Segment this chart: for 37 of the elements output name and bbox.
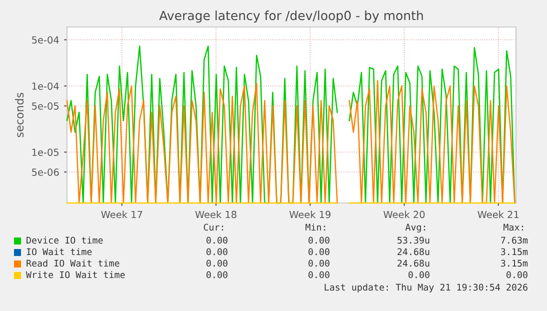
- text: 0.00: [308, 248, 330, 256]
- legend-label: Read IO Wait time: [26, 260, 120, 267]
- y-tick-label: 1e-04: [32, 82, 59, 90]
- chart-title: Average latency for /dev/loop0 - by month: [159, 10, 423, 23]
- text: 0.00: [506, 271, 528, 278]
- text: 24.68u: [398, 248, 430, 256]
- x-tick-label: Week 20: [384, 210, 425, 218]
- text: 0.00: [408, 271, 430, 278]
- x-tick-label: Week 18: [195, 210, 236, 218]
- text: 0.00: [308, 260, 330, 267]
- x-tick-label: Week 17: [101, 210, 142, 218]
- y-axis-title: seconds: [15, 92, 24, 138]
- text: Last update: Thu May 21 19:30:54 2026: [324, 284, 528, 292]
- text: 7.63m: [501, 236, 528, 244]
- text: 0.00: [206, 248, 228, 256]
- text: 0.00: [308, 236, 330, 244]
- y-tick-label: 5e-06: [32, 168, 59, 176]
- text: 0.00: [206, 271, 228, 278]
- x-tick-label: Week 21: [478, 210, 519, 218]
- y-tick-label: 1e-05: [32, 148, 59, 156]
- x-tick-label: Week 19: [289, 210, 330, 218]
- text: Max:: [504, 224, 524, 231]
- text: Avg:: [405, 224, 426, 232]
- text: 0.00: [308, 271, 330, 278]
- legend-label: IO Wait time: [26, 248, 92, 256]
- text: Min:: [306, 224, 326, 231]
- legend-label: Write IO Wait time: [26, 271, 125, 278]
- text: Cur:: [204, 224, 224, 231]
- text: 3.15m: [501, 260, 528, 267]
- y-tick-label: 5e-05: [32, 102, 59, 110]
- text: 0.00: [206, 260, 228, 267]
- text: 0.00: [206, 236, 228, 244]
- y-tick-label: 5e-04: [32, 36, 59, 44]
- text: 24.68u: [398, 260, 430, 267]
- text: 3.15m: [501, 248, 528, 256]
- legend-label: Device IO time: [26, 236, 103, 244]
- text: 53.39u: [398, 236, 430, 244]
